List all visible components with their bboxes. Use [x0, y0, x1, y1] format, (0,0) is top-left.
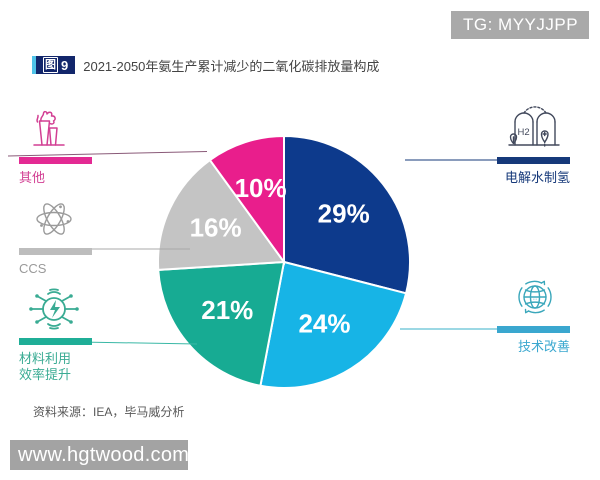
- svg-text:...: ...: [532, 296, 537, 302]
- svg-text:H2: H2: [518, 127, 530, 138]
